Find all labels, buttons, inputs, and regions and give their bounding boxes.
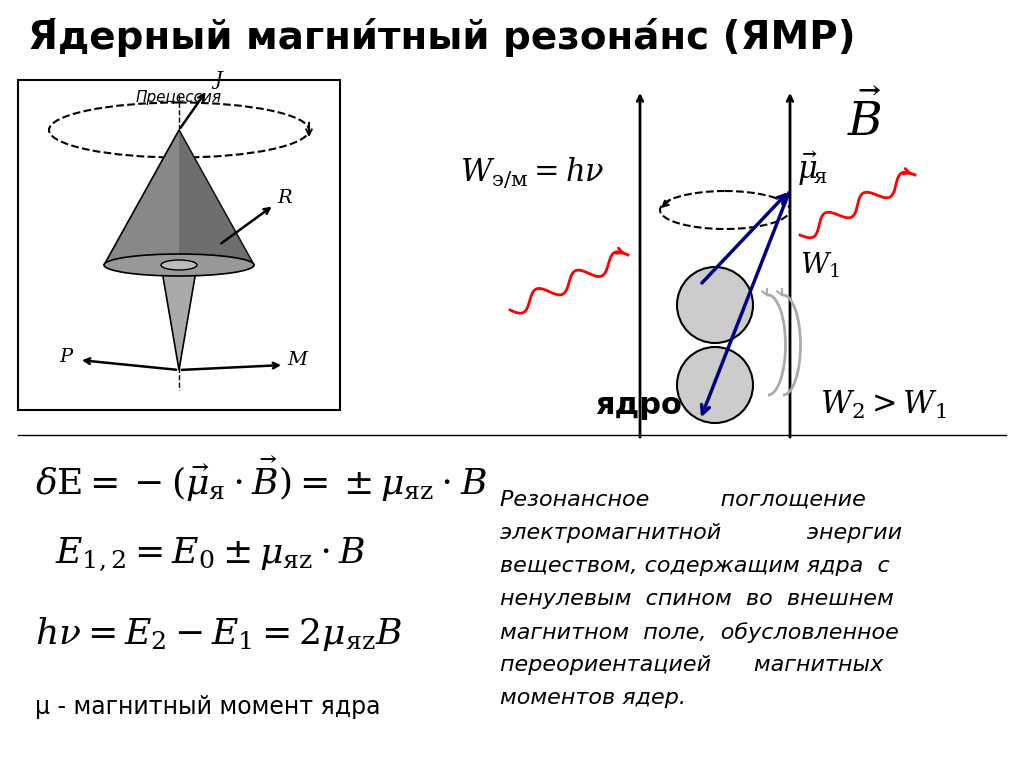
Text: μ - магнитный момент ядра: μ - магнитный момент ядра — [35, 695, 381, 719]
Bar — [18, 80, 340, 410]
Text: Прецессия: Прецессия — [136, 90, 222, 105]
Text: магнитном  поле,  обусловленное: магнитном поле, обусловленное — [500, 622, 899, 643]
Text: $h\nu = E_2 - E_1 = 2\mu_{\mathit{\text{яz}}}B$: $h\nu = E_2 - E_1 = 2\mu_{\mathit{\text{… — [35, 615, 402, 653]
Text: $\vec{B}$: $\vec{B}$ — [847, 92, 883, 146]
Circle shape — [677, 267, 753, 343]
Text: $W_2 > W_1$: $W_2 > W_1$ — [820, 389, 947, 421]
Text: Резонансное          поглощение: Резонансное поглощение — [500, 490, 866, 510]
Text: электромагнитной            энергии: электромагнитной энергии — [500, 523, 902, 543]
Text: $W_1$: $W_1$ — [800, 250, 840, 280]
Text: $\delta\mathrm{E} = -(\vec{\mu}_{\mathit{\text{я}}} \cdot \vec{B}) = \pm\mu_{\ma: $\delta\mathrm{E} = -(\vec{\mu}_{\mathit… — [35, 455, 487, 504]
Text: Я́дерный магни́тный резона́нс (ЯМР): Я́дерный магни́тный резона́нс (ЯМР) — [28, 18, 856, 57]
Polygon shape — [179, 130, 254, 265]
Text: $R$: $R$ — [278, 188, 293, 207]
Text: $E_{1,2} = E_0 \pm \mu_{\mathit{\text{яz}}} \cdot B$: $E_{1,2} = E_0 \pm \mu_{\mathit{\text{яz… — [55, 535, 366, 573]
Circle shape — [677, 347, 753, 423]
Text: веществом, содержащим ядра  с: веществом, содержащим ядра с — [500, 556, 890, 576]
Text: моментов ядер.: моментов ядер. — [500, 688, 686, 708]
Text: $J$: $J$ — [211, 69, 225, 91]
Ellipse shape — [104, 254, 254, 276]
Text: $M$: $M$ — [287, 350, 309, 369]
Polygon shape — [104, 130, 254, 265]
Text: $\vec{\mu}_{\!\mathit{\text{я}}}$: $\vec{\mu}_{\!\mathit{\text{я}}}$ — [797, 150, 828, 188]
Text: $W_{\mathit{\text{э/м}}} = h\nu$: $W_{\mathit{\text{э/м}}} = h\nu$ — [460, 155, 604, 190]
Text: переориентацией      магнитных: переориентацией магнитных — [500, 655, 884, 675]
Ellipse shape — [161, 260, 197, 270]
Text: $P$: $P$ — [59, 347, 75, 366]
Text: ядро: ядро — [595, 390, 682, 420]
Polygon shape — [161, 265, 197, 370]
Text: ненулевым  спином  во  внешнем: ненулевым спином во внешнем — [500, 589, 894, 609]
